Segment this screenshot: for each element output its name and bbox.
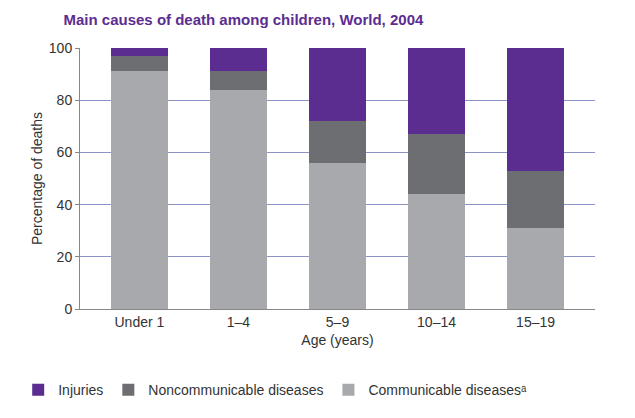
svg-text:Injuries: Injuries: [58, 382, 103, 398]
svg-text:20: 20: [57, 249, 73, 265]
svg-text:60: 60: [57, 144, 73, 160]
svg-text:0: 0: [64, 301, 72, 317]
svg-text:Noncommunicable diseases: Noncommunicable diseases: [148, 382, 323, 398]
svg-text:80: 80: [57, 92, 73, 108]
svg-text:5–9: 5–9: [326, 314, 350, 330]
svg-text:15–19: 15–19: [516, 314, 555, 330]
svg-text:Age (years): Age (years): [301, 332, 373, 348]
svg-text:10–14: 10–14: [417, 314, 456, 330]
svg-text:40: 40: [57, 197, 73, 213]
svg-text:Under 1: Under 1: [115, 314, 165, 330]
svg-text:100: 100: [49, 40, 73, 56]
svg-text:Main causes of death among chi: Main causes of death among children, Wor…: [64, 11, 424, 28]
svg-text:Communicable diseasesᵃ: Communicable diseasesᵃ: [368, 382, 527, 398]
svg-text:Percentage of deaths: Percentage of deaths: [29, 112, 45, 245]
svg-text:1–4: 1–4: [227, 314, 251, 330]
